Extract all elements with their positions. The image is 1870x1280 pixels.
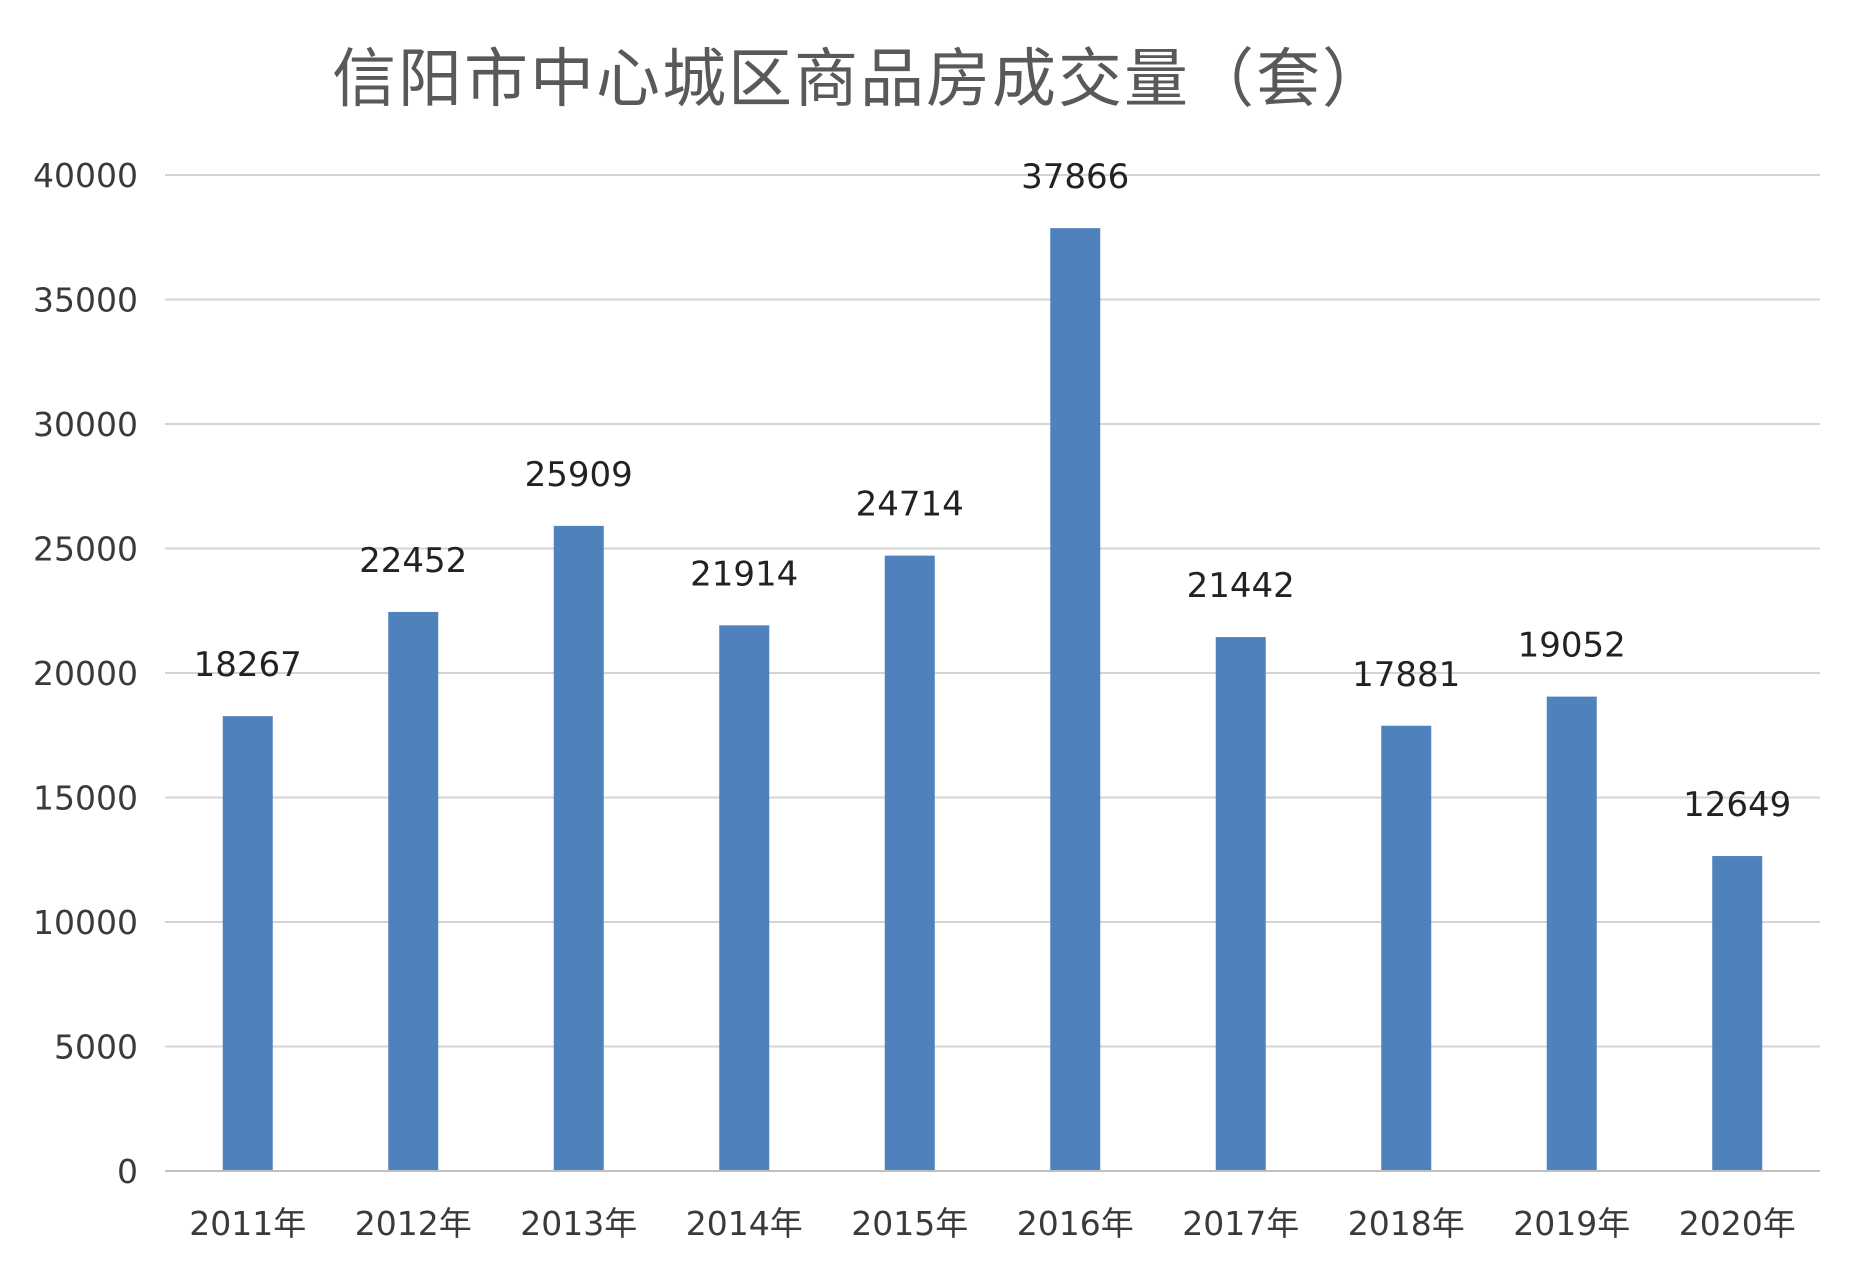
chart-title: 信阳市中心城区商品房成交量（套） bbox=[332, 43, 1388, 117]
y-tick-label: 10000 bbox=[33, 903, 138, 942]
bars bbox=[222, 228, 1763, 1171]
x-tick-label: 2015年 bbox=[851, 1204, 968, 1243]
bar bbox=[884, 555, 935, 1171]
x-tick-label: 2013年 bbox=[520, 1204, 637, 1243]
x-tick-label: 2018年 bbox=[1348, 1204, 1465, 1243]
y-tick-label: 25000 bbox=[33, 530, 138, 569]
data-label: 21914 bbox=[690, 554, 798, 594]
data-label: 37866 bbox=[1021, 157, 1129, 197]
grid-lines bbox=[165, 174, 1820, 1048]
bar bbox=[222, 716, 273, 1171]
bar bbox=[719, 625, 770, 1171]
x-tick-label: 2020年 bbox=[1679, 1204, 1796, 1243]
bar bbox=[1546, 696, 1597, 1171]
x-axis-ticks: 2011年 2012年 2013年 2014年 2015年 2016年 2017年 2018年… bbox=[189, 1204, 1795, 1243]
data-label: 12649 bbox=[1683, 785, 1791, 825]
x-tick-label: 2011年 bbox=[189, 1204, 306, 1243]
x-tick-label: 2017年 bbox=[1182, 1204, 1299, 1243]
data-labels: 18267 22452 25909 21914 24714 37866 21442 17881… bbox=[194, 157, 1792, 825]
y-axis-ticks: 0 5000 10000 15000 20000 25000 30000 35000 40000 bbox=[33, 156, 138, 1191]
x-tick-label: 2014年 bbox=[686, 1204, 803, 1243]
bar bbox=[1050, 228, 1101, 1171]
bar bbox=[553, 525, 604, 1171]
y-tick-label: 30000 bbox=[33, 405, 138, 444]
data-label: 18267 bbox=[194, 645, 302, 685]
y-tick-label: 15000 bbox=[33, 779, 138, 818]
x-tick-label: 2016年 bbox=[1017, 1204, 1134, 1243]
x-tick-label: 2019年 bbox=[1513, 1204, 1630, 1243]
bar bbox=[1381, 725, 1432, 1171]
data-label: 19052 bbox=[1518, 626, 1626, 666]
data-label: 25909 bbox=[525, 455, 633, 495]
data-label: 17881 bbox=[1352, 655, 1460, 695]
y-tick-label: 5000 bbox=[54, 1028, 138, 1067]
data-label: 22452 bbox=[359, 541, 467, 581]
x-tick-label: 2012年 bbox=[355, 1204, 472, 1243]
bar bbox=[388, 611, 439, 1171]
data-label: 24714 bbox=[856, 485, 964, 525]
data-label: 21442 bbox=[1187, 566, 1295, 606]
y-tick-label: 35000 bbox=[33, 281, 138, 320]
bar bbox=[1215, 637, 1266, 1171]
y-tick-label: 20000 bbox=[33, 654, 138, 693]
y-tick-label: 40000 bbox=[33, 156, 138, 195]
bar bbox=[1712, 856, 1763, 1171]
y-tick-label: 0 bbox=[117, 1152, 138, 1191]
